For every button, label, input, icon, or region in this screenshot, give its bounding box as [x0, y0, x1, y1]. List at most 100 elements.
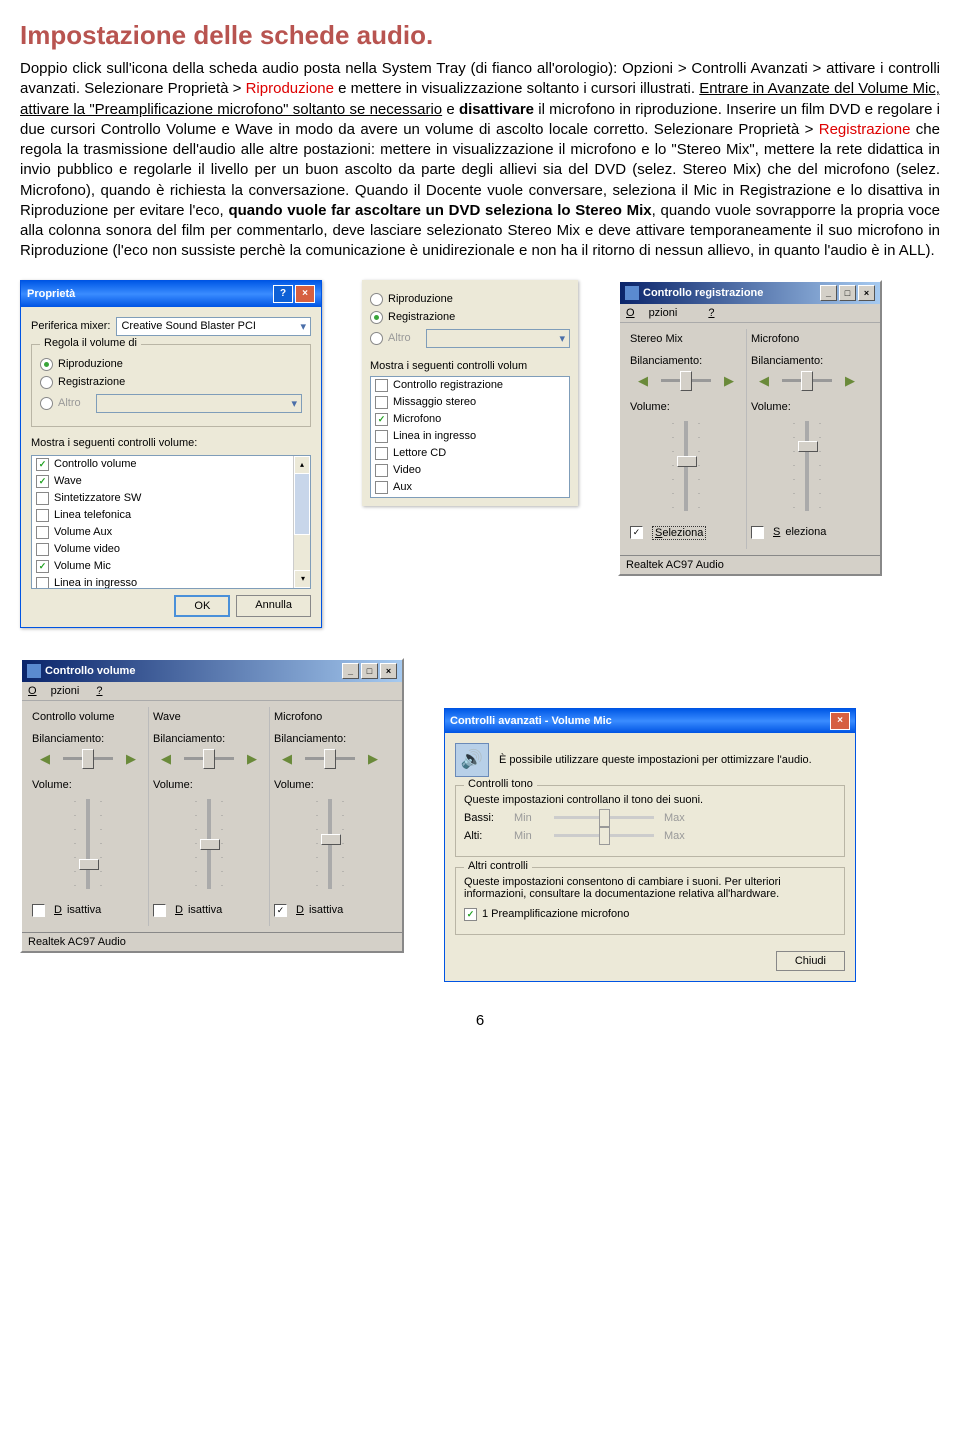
tone-slider[interactable] [554, 816, 654, 819]
status-bar: Realtek AC97 Audio [22, 932, 402, 951]
tone-slider[interactable] [554, 834, 654, 837]
channel-name: Controllo volume [32, 711, 144, 723]
speaker-icon: ▶ [126, 751, 136, 767]
list-item[interactable]: Video [371, 462, 569, 479]
radio-registrazione[interactable]: Registrazione [40, 376, 302, 389]
controllo-volume-window: Controllo volume _ □ × Opzioni ? Control… [20, 658, 404, 953]
list-item[interactable]: Sintetizzatore SW [32, 490, 310, 507]
radio-altro: Altro▾ [40, 394, 302, 413]
balance-slider[interactable]: ◀▶ [32, 749, 144, 769]
mixer-channel: MicrofonoBilanciamento:◀▶Volume:--------… [270, 707, 390, 926]
preamp-checkbox[interactable]: ✓ 1 Preamplificazione microfono [464, 908, 836, 921]
radio-altro: Altro▾ [370, 329, 570, 348]
menu-bar[interactable]: Opzioni ? [620, 304, 880, 323]
list-item[interactable]: ✓Controllo volume [32, 456, 310, 473]
volume-slider[interactable]: -------------- [751, 417, 863, 521]
channel-name: Stereo Mix [630, 333, 742, 345]
help-button[interactable]: ? [273, 285, 293, 303]
ok-button[interactable]: OK [174, 595, 230, 617]
minimize-button[interactable]: _ [342, 663, 359, 679]
channel-name: Microfono [751, 333, 863, 345]
channel-name: Wave [153, 711, 265, 723]
close-button[interactable]: × [380, 663, 397, 679]
window-titlebar: Proprietà ? × [21, 281, 321, 307]
mixer-label: Periferica mixer: [31, 320, 110, 332]
volume-slider[interactable]: -------------- [274, 795, 386, 899]
mixer-channel: WaveBilanciamento:◀▶Volume:-------------… [149, 707, 270, 926]
volume-groupbox: Regola il volume di RiproduzioneRegistra… [31, 344, 311, 427]
list-item[interactable]: ✓Microfono [371, 411, 569, 428]
tone-slider-row: Alti:MinMax [464, 830, 836, 842]
list-item[interactable]: Volume video [32, 541, 310, 558]
list-item[interactable]: Controllo registrazione [371, 377, 569, 394]
mute-checkbox[interactable]: ✓Disattiva [274, 904, 386, 917]
proprieta-window-left: Proprietà ? × Periferica mixer: Creative… [20, 280, 322, 628]
menu-bar[interactable]: Opzioni ? [22, 682, 402, 701]
balance-slider[interactable]: ◀▶ [153, 749, 265, 769]
volume-slider[interactable]: -------------- [153, 795, 265, 899]
list-item[interactable]: Volume Aux [32, 524, 310, 541]
controls-listbox[interactable]: Controllo registrazioneMissaggio stereo✓… [370, 376, 570, 498]
list-item[interactable]: Linea telefonica [32, 507, 310, 524]
balance-slider[interactable]: ◀▶ [274, 749, 386, 769]
page-number: 6 [20, 1012, 940, 1029]
body-text: Doppio click sull'icona della scheda aud… [20, 59, 940, 262]
speaker-icon: ▶ [368, 751, 378, 767]
mixer-channel: MicrofonoBilanciamento:◀▶Volume:--------… [747, 329, 867, 549]
balance-slider[interactable]: ◀▶ [630, 371, 742, 391]
cancel-button[interactable]: Annulla [236, 595, 311, 617]
close-button[interactable]: Chiudi [776, 951, 845, 971]
window-title: Controllo registrazione [643, 286, 763, 298]
maximize-button[interactable]: □ [361, 663, 378, 679]
select-checkbox[interactable]: Seleziona [751, 526, 863, 539]
speaker-icon: ◀ [282, 751, 292, 767]
mixer-channel: Stereo MixBilanciamento:◀▶Volume:-------… [626, 329, 747, 549]
mixer-icon [27, 664, 41, 678]
close-button[interactable]: × [858, 285, 875, 301]
chevron-down-icon: ▾ [300, 320, 306, 333]
speaker-icon: ◀ [638, 373, 648, 389]
minimize-button[interactable]: _ [820, 285, 837, 301]
mute-checkbox[interactable]: Disattiva [32, 904, 144, 917]
mixer-dropdown[interactable]: Creative Sound Blaster PCI ▾ [116, 317, 311, 336]
balance-slider[interactable]: ◀▶ [751, 371, 863, 391]
channel-name: Microfono [274, 711, 386, 723]
mixer-channel: Controllo volumeBilanciamento:◀▶Volume:-… [28, 707, 149, 926]
radio-riproduzione[interactable]: Riproduzione [40, 358, 302, 371]
row-1: Proprietà ? × Periferica mixer: Creative… [20, 280, 940, 628]
list-item[interactable]: Linea in ingresso [32, 575, 310, 589]
window-title: Proprietà [27, 288, 75, 300]
row-2: Controllo volume _ □ × Opzioni ? Control… [20, 658, 940, 982]
list-item[interactable]: ✓Wave [32, 473, 310, 490]
list-item[interactable]: Aux [371, 479, 569, 496]
select-checkbox[interactable]: ✓Seleziona [630, 526, 742, 540]
list-item[interactable]: Missaggio stereo [371, 394, 569, 411]
close-button[interactable]: × [295, 285, 315, 303]
radio-registrazione[interactable]: Registrazione [370, 311, 570, 324]
controlli-avanzati-window: Controlli avanzati - Volume Mic × 🔊 È po… [444, 708, 856, 982]
list-item[interactable]: Lettore CD [371, 445, 569, 462]
controls-listbox[interactable]: ✓Controllo volume✓WaveSintetizzatore SWL… [31, 455, 311, 589]
volume-slider[interactable]: -------------- [32, 795, 144, 899]
mute-checkbox[interactable]: Disattiva [153, 904, 265, 917]
speaker-icon: ◀ [759, 373, 769, 389]
list-item[interactable]: Linea in ingresso [371, 428, 569, 445]
list-label: Mostra i seguenti controlli volum [370, 360, 570, 372]
speaker-icon: ▶ [247, 751, 257, 767]
status-bar: Realtek AC97 Audio [620, 555, 880, 574]
radio-riproduzione[interactable]: Riproduzione [370, 293, 570, 306]
list-label: Mostra i seguenti controlli volume: [31, 437, 311, 449]
tone-slider-row: Bassi:MinMax [464, 812, 836, 824]
volume-slider[interactable]: -------------- [630, 417, 742, 521]
audio-icon: 🔊 [455, 743, 489, 777]
close-button[interactable]: × [830, 712, 850, 730]
list-item[interactable]: ✓Volume Mic [32, 558, 310, 575]
window-title: Controlli avanzati - Volume Mic [450, 715, 612, 727]
maximize-button[interactable]: □ [839, 285, 856, 301]
speaker-icon: ◀ [40, 751, 50, 767]
intro-text: È possibile utilizzare queste impostazio… [499, 754, 812, 766]
scrollbar[interactable]: ▴ ▾ [293, 456, 310, 588]
speaker-icon: ▶ [845, 373, 855, 389]
speaker-icon: ◀ [161, 751, 171, 767]
controllo-registrazione-window: Controllo registrazione _ □ × Opzioni ? … [618, 280, 882, 576]
